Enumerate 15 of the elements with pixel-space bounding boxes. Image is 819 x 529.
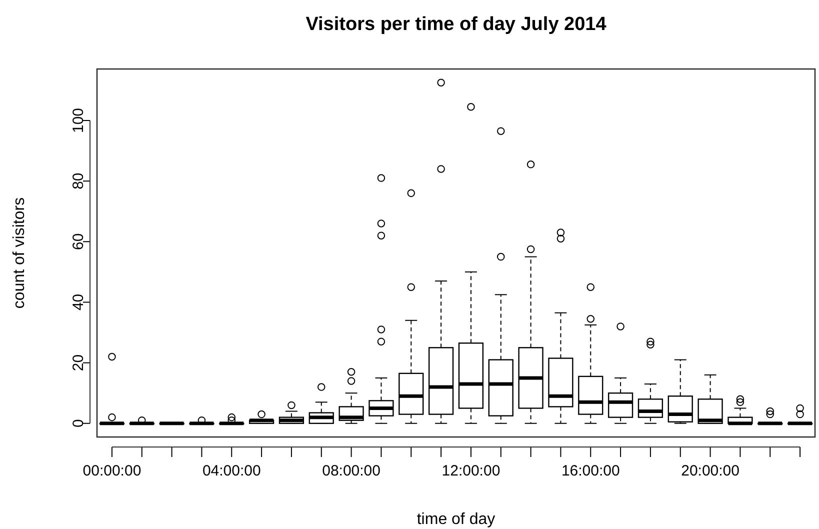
y-axis-title: count of visitors — [11, 197, 28, 309]
y-tick-label: 60 — [70, 233, 87, 250]
x-tick-label: 12:00:00 — [442, 462, 500, 480]
y-tick-label: 20 — [70, 354, 87, 372]
chart-title: Visitors per time of day July 2014 — [306, 14, 607, 35]
y-tick-label: 0 — [70, 419, 87, 428]
x-tick-label: 16:00:00 — [561, 462, 620, 480]
x-axis-title: time of day — [416, 511, 496, 528]
x-tick-label: 08:00:00 — [322, 462, 380, 480]
y-tick-label: 100 — [70, 108, 87, 134]
y-tick-label: 40 — [70, 294, 87, 311]
x-tick-label: 00:00:00 — [82, 462, 142, 480]
x-tick-label: 04:00:00 — [202, 462, 261, 480]
y-tick-label: 80 — [70, 172, 87, 190]
x-tick-label: 20:00:00 — [681, 462, 740, 480]
